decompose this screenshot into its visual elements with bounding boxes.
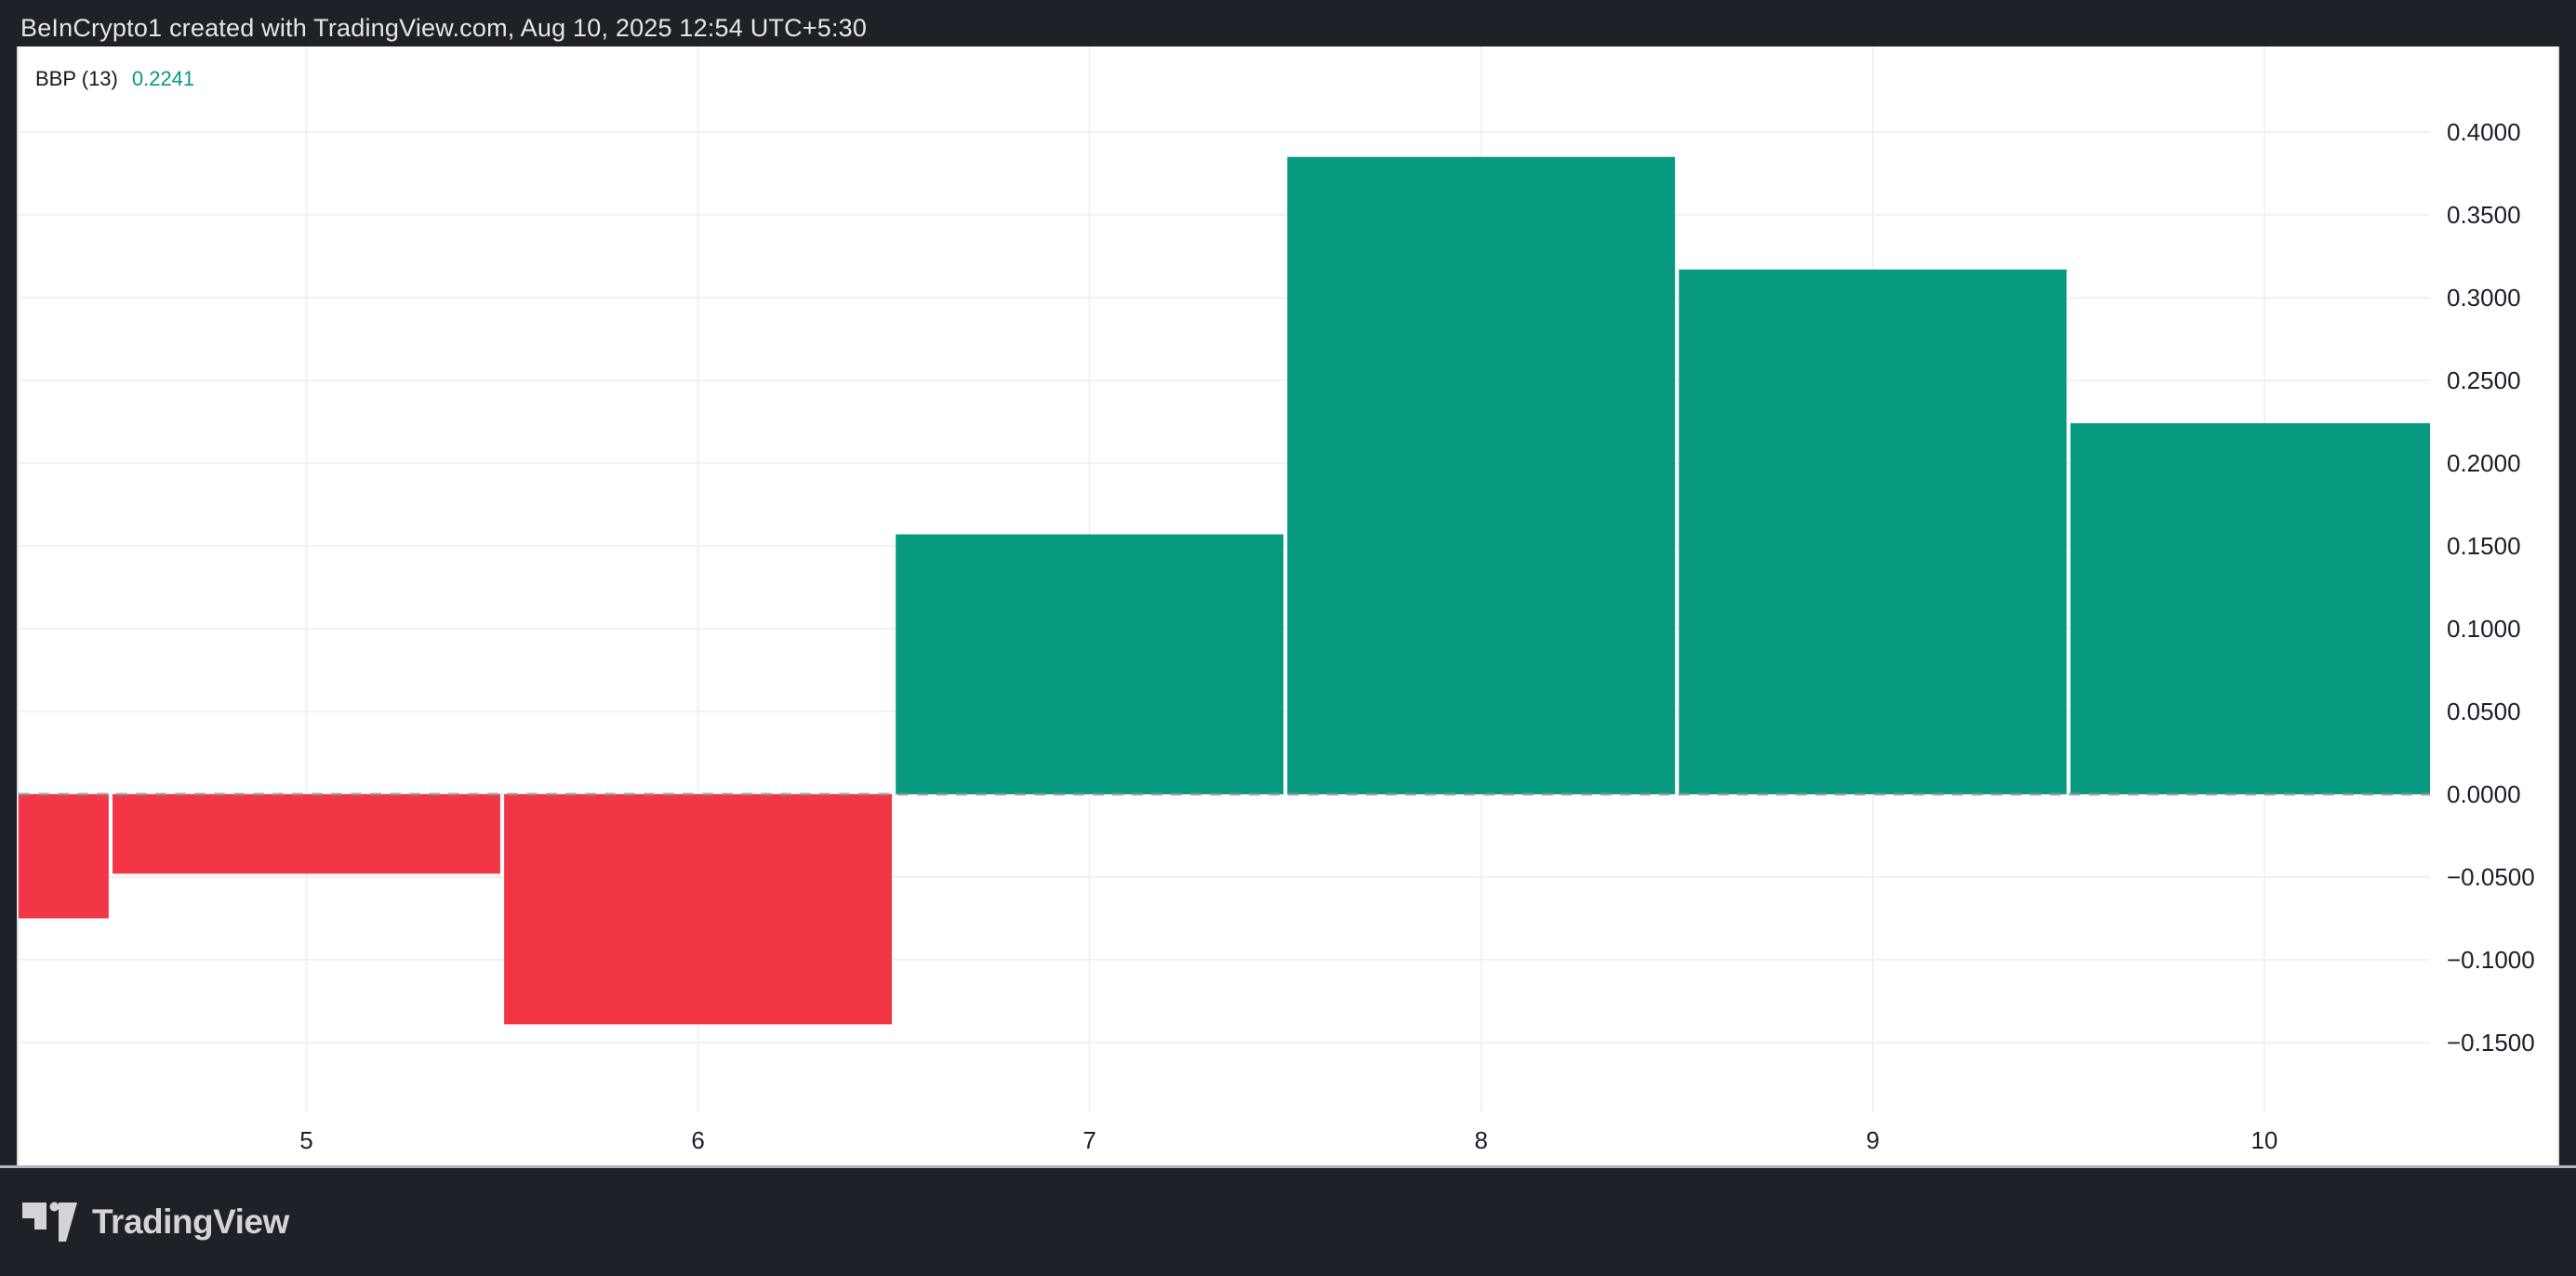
x-axis-tick-label: 9 xyxy=(1866,1126,1879,1154)
indicator-value: 0.2241 xyxy=(131,67,195,90)
y-axis-tick-label: 0.0500 xyxy=(2447,698,2521,725)
tradingview-logo-text: TradingView xyxy=(92,1203,289,1241)
y-axis-tick-label: 0.4000 xyxy=(2447,118,2521,146)
right-edge-strip xyxy=(2557,47,2576,1165)
y-axis-tick-label: −0.0500 xyxy=(2447,863,2535,891)
x-axis-tick-label: 5 xyxy=(299,1126,312,1154)
x-axis-tick-label: 6 xyxy=(691,1126,704,1154)
histogram-bar xyxy=(1287,156,1676,794)
y-axis-tick-label: 0.3500 xyxy=(2447,201,2521,229)
attribution-bar: BeInCrypto1 created with TradingView.com… xyxy=(0,0,2576,47)
indicator-name[interactable]: BBP (13) xyxy=(35,67,118,90)
histogram-bar xyxy=(2070,423,2430,794)
attribution-text: BeInCrypto1 created with TradingView.com… xyxy=(20,13,868,42)
time-axis[interactable]: 5 6 7 8 9 10 xyxy=(299,1126,2277,1154)
x-axis-tick-label: 7 xyxy=(1082,1126,1095,1154)
histogram-bar xyxy=(19,793,109,919)
indicator-legend[interactable]: BBP (13) 0.2241 xyxy=(35,66,194,91)
y-axis-tick-label: 0.1000 xyxy=(2447,615,2521,643)
price-axis[interactable]: 0.4000 0.3500 0.3000 0.2500 0.2000 0.1500 0.10… xyxy=(2447,118,2535,1057)
histogram-bar xyxy=(896,534,1284,794)
histogram-bars xyxy=(19,156,2430,1025)
y-axis-tick-label: 0.3000 xyxy=(2447,284,2521,312)
histogram-bar xyxy=(504,793,893,1025)
histogram-bar xyxy=(113,793,500,874)
y-axis-tick-label: 0.1500 xyxy=(2447,532,2521,560)
x-axis-tick-label: 8 xyxy=(1474,1126,1487,1154)
x-axis-tick-label: 10 xyxy=(2251,1126,2277,1154)
tradingview-footer: TradingView xyxy=(0,1165,2576,1276)
y-axis-tick-label: −0.1000 xyxy=(2447,946,2535,974)
y-axis-tick-label: 0.2500 xyxy=(2447,366,2521,394)
y-axis-tick-label: −0.1500 xyxy=(2447,1029,2535,1057)
histogram-bar xyxy=(1679,269,2067,794)
tradingview-logo-icon xyxy=(22,1202,77,1242)
y-axis-tick-label: 0.2000 xyxy=(2447,449,2521,477)
tradingview-logo[interactable]: TradingView xyxy=(22,1202,289,1243)
y-axis-tick-label: 0.0000 xyxy=(2447,780,2521,808)
left-edge-strip xyxy=(0,47,19,1165)
